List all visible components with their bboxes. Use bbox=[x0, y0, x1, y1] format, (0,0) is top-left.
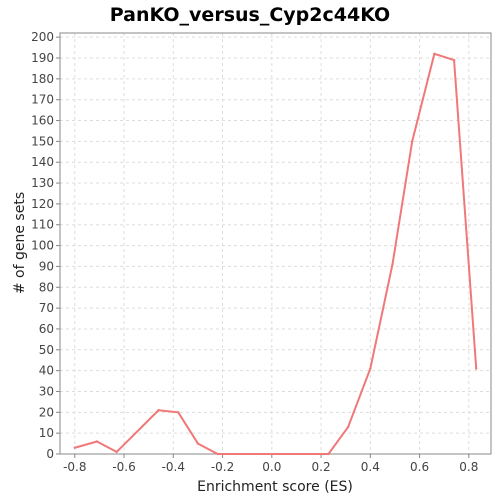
y-tick-label: 150 bbox=[31, 134, 54, 148]
y-tick-label: 180 bbox=[31, 72, 54, 86]
y-tick-label: 170 bbox=[31, 93, 54, 107]
x-axis: -0.8 -0.6 -0.4 -0.2 0.0 0.2 0.4 0.6 0.8 bbox=[63, 454, 478, 474]
y-tick-label: 50 bbox=[39, 343, 54, 357]
y-tick-label: 200 bbox=[31, 30, 54, 44]
data-point bbox=[391, 263, 394, 266]
x-tick-label: 0.6 bbox=[410, 460, 429, 474]
x-tick-label: -0.8 bbox=[63, 460, 86, 474]
y-tick-label: 80 bbox=[39, 280, 54, 294]
y-tick-label: 160 bbox=[31, 114, 54, 128]
y-tick-label: 40 bbox=[39, 364, 54, 378]
x-tick-label: -0.6 bbox=[112, 460, 135, 474]
y-tick-label: 100 bbox=[31, 239, 54, 253]
chart-title: PanKO_versus_Cyp2c44KO bbox=[109, 4, 391, 26]
data-point bbox=[115, 450, 118, 454]
y-tick-label: 30 bbox=[39, 384, 54, 398]
y-tick-label: 90 bbox=[39, 259, 54, 273]
data-point bbox=[73, 446, 76, 449]
x-tick-label: -0.2 bbox=[211, 460, 234, 474]
data-point bbox=[327, 452, 330, 456]
data-point bbox=[177, 411, 180, 414]
y-tick-label: 140 bbox=[31, 155, 54, 169]
series-layer bbox=[73, 52, 478, 456]
y-tick-label: 70 bbox=[39, 301, 54, 315]
x-tick-label: 0.0 bbox=[262, 460, 281, 474]
y-tick-label: 110 bbox=[31, 218, 54, 232]
data-point bbox=[452, 58, 456, 62]
data-point bbox=[95, 440, 99, 443]
data-point bbox=[410, 140, 414, 143]
y-tick-label: 120 bbox=[31, 197, 54, 211]
x-tick-label: 0.2 bbox=[312, 460, 331, 474]
y-axis: 0 10 20 30 40 50 60 70 80 90 100 110 120 130 140 150 160… bbox=[31, 30, 60, 461]
data-point bbox=[196, 442, 200, 445]
data-point bbox=[433, 52, 436, 56]
data-point bbox=[475, 367, 478, 370]
y-tick-label: 130 bbox=[31, 176, 54, 190]
y-tick-label: 0 bbox=[46, 447, 54, 461]
y-tick-label: 190 bbox=[31, 51, 54, 65]
series-line-0 bbox=[74, 52, 478, 455]
y-tick-label: 20 bbox=[39, 405, 54, 419]
y-axis-title: # of gene sets bbox=[12, 192, 28, 294]
data-point bbox=[216, 452, 219, 456]
data-point bbox=[157, 409, 160, 412]
x-axis-title: Enrichment score (ES) bbox=[197, 479, 353, 495]
data-point bbox=[346, 425, 350, 429]
plot-area bbox=[59, 32, 492, 455]
y-tick-label: 60 bbox=[39, 322, 54, 336]
x-tick-label: -0.4 bbox=[162, 460, 185, 474]
y-tick-label: 10 bbox=[39, 426, 54, 440]
x-tick-label: 0.8 bbox=[459, 460, 478, 474]
x-tick-label: 0.4 bbox=[361, 460, 380, 474]
data-point bbox=[369, 367, 372, 370]
grid bbox=[60, 33, 491, 455]
